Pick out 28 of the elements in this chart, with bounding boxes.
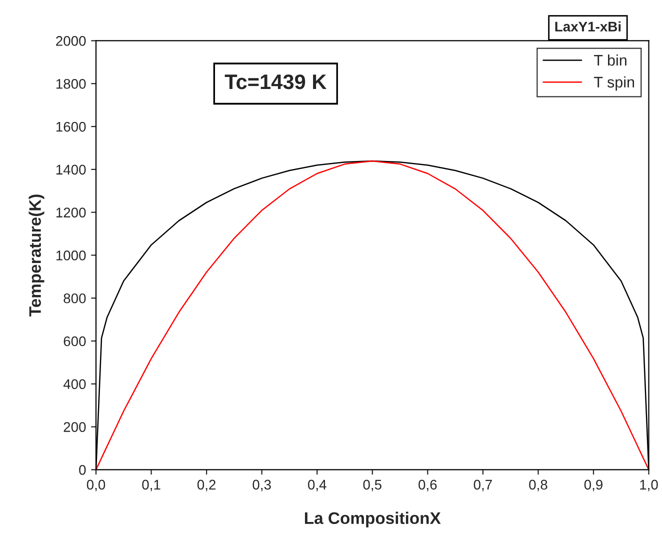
y-tick-label: 0: [79, 465, 86, 475]
y-tick-label: 1200: [56, 208, 86, 218]
legend-label: T bin: [594, 54, 626, 66]
chart-title: LaxY1-xBi: [555, 21, 621, 32]
y-tick-label: 1400: [56, 164, 86, 175]
x-tick-label: 0,0: [86, 480, 106, 492]
x-tick-label: 0,8: [529, 480, 548, 492]
x-tick-label: 1,0: [640, 480, 658, 492]
x-tick-label: 0,1: [142, 480, 160, 492]
y-tick-label: 800: [64, 293, 86, 304]
x-tick-label: 0,5: [363, 480, 382, 492]
legend-label: T spin: [594, 76, 634, 91]
x-axis-title: La CompositionX: [304, 512, 441, 528]
x-tick-label: 0,4: [308, 480, 326, 492]
y-tick-label: 2000: [56, 36, 86, 46]
y-tick-label: 200: [64, 422, 86, 432]
y-tick-label: 600: [64, 336, 86, 346]
annotation: Tc=1439 K: [224, 74, 327, 90]
y-axis-title: Temperature(K): [28, 194, 44, 316]
x-tick-label: 0,7: [474, 480, 492, 492]
x-tick-label: 0,6: [418, 480, 437, 492]
y-tick-label: 1000: [56, 250, 86, 260]
y-tick-label: 1600: [56, 122, 86, 132]
x-tick-label: 0,9: [584, 480, 602, 492]
y-tick-label: 1800: [56, 78, 86, 89]
x-tick-label: 0,3: [252, 480, 271, 492]
y-tick-label: 400: [63, 379, 86, 390]
x-tick-label: 0,2: [197, 480, 216, 492]
